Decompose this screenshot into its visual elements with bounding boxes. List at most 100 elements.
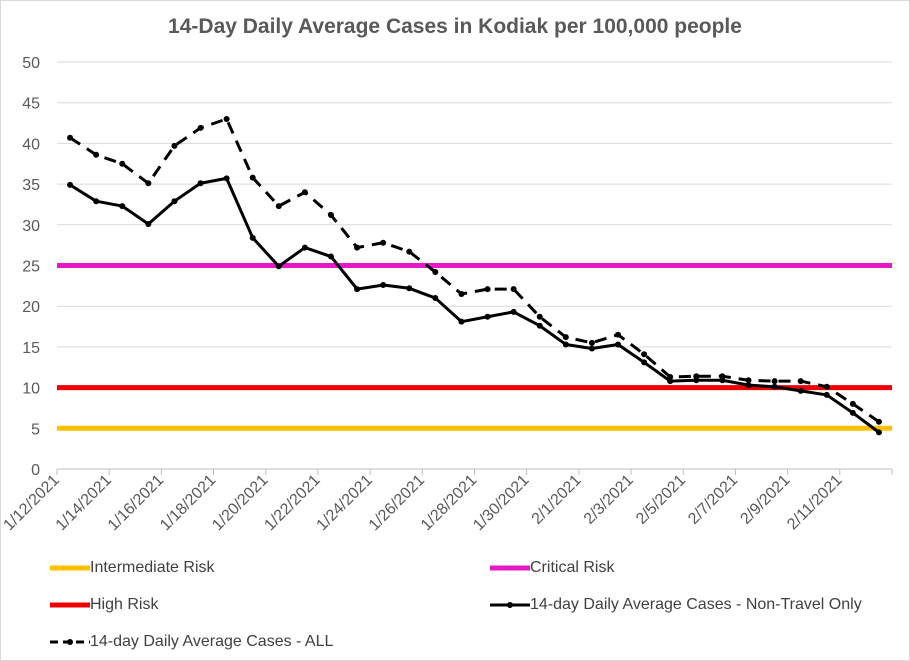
legend-item-all: 14-day Daily Average Cases - ALL [50,630,333,654]
data-point-all [145,180,152,187]
data-point-non-travel [171,198,178,205]
data-point-non-travel [223,175,230,182]
legend-label: Intermediate Risk [90,559,215,576]
data-point-all [406,248,413,255]
data-point-non-travel [849,409,856,416]
data-point-all [301,189,308,196]
x-tick-label: 1/30/2021 [470,472,532,534]
data-point-non-travel [588,345,595,352]
data-point-all [484,286,491,293]
x-tick-label: 1/16/2021 [105,472,167,534]
data-point-all [667,374,674,381]
x-tick-label: 1/24/2021 [314,472,376,534]
data-point-non-travel [432,295,439,302]
data-point-all [93,151,100,158]
x-tick-label: 2/1/2021 [529,472,585,528]
risk-threshold-lines [57,263,892,431]
data-point-all [693,373,700,380]
data-point-all [432,269,439,276]
y-tick-label: 40 [22,136,40,153]
data-point-all [197,124,204,131]
x-tick-label: 2/5/2021 [633,472,689,528]
data-point-all [380,239,387,246]
data-point-non-travel [406,285,413,292]
data-point-all [171,142,178,149]
x-tick-label: 2/7/2021 [685,472,741,528]
data-point-non-travel [823,391,830,398]
x-axis-tick-labels: 1/12/20211/14/20211/16/20211/18/20211/20… [0,472,845,534]
data-point-non-travel [458,318,465,325]
x-tick-label: 1/28/2021 [418,472,480,534]
data-point-non-travel [67,181,74,188]
y-tick-label: 25 [22,259,40,276]
y-tick-label: 50 [22,55,40,72]
y-tick-label: 0 [31,462,40,479]
x-tick-label: 1/14/2021 [53,472,115,534]
data-point-all [249,174,256,181]
data-point-non-travel [380,282,387,289]
legend-label: High Risk [90,596,159,613]
legend-label: 14-day Daily Average Cases - ALL [90,633,334,650]
series-line-all [69,117,880,424]
x-tick-label: 1/18/2021 [157,472,219,534]
data-point-all [641,351,648,358]
data-point-non-travel [93,198,100,205]
data-point-non-travel [354,286,361,293]
data-point-all [875,418,882,425]
data-point-all [615,331,622,338]
data-point-all [823,383,830,390]
y-tick-label: 30 [22,218,40,235]
data-point-all [327,212,334,219]
data-point-non-travel [771,383,778,390]
data-point-non-travel [641,359,648,366]
data-point-all [849,400,856,407]
legend-item-high-risk: High Risk [50,593,158,617]
gridlines [57,61,892,429]
legend-item-non-travel: 14-day Daily Average Cases - Non-Travel … [490,593,862,617]
x-tick-label: 1/12/2021 [0,472,62,534]
chart-title: 14-Day Daily Average Cases in Kodiak per… [168,15,742,38]
legend-swatch-critical-risk [490,561,530,575]
series-lines [67,115,882,436]
y-tick-label: 5 [31,421,40,438]
x-tick-label: 1/20/2021 [209,472,271,534]
axes [56,468,893,475]
data-point-all [354,244,361,251]
data-point-non-travel [484,313,491,320]
data-point-all [771,378,778,385]
data-point-non-travel [327,253,334,260]
series-line-non-travel [69,176,880,434]
data-point-all [719,373,726,380]
x-tick-label: 2/3/2021 [581,472,637,528]
data-point-all [67,134,74,141]
data-point-non-travel [275,263,282,270]
legend-label: 14-day Daily Average Cases - Non-Travel … [530,596,862,613]
y-axis-tick-labels: 0 5 10 15 20 25 30 35 40 45 50 [22,55,40,479]
legend-label: Critical Risk [530,559,615,576]
y-tick-label: 45 [22,96,40,113]
data-point-all [745,377,752,384]
data-point-non-travel [301,244,308,251]
data-point-all [797,378,804,385]
legend-swatch-non-travel [490,598,530,612]
data-point-non-travel [745,382,752,389]
data-point-non-travel [197,180,204,187]
x-tick-label: 2/11/2021 [784,472,846,534]
data-point-non-travel [615,341,622,348]
data-point-all [588,339,595,346]
data-point-non-travel [119,203,126,210]
data-point-all [510,286,517,293]
data-point-non-travel [536,322,543,329]
y-tick-label: 35 [22,177,40,194]
data-point-all [119,160,126,167]
y-tick-label: 10 [22,381,40,398]
y-tick-label: 20 [22,299,40,316]
x-tick-label: 1/26/2021 [366,472,428,534]
data-point-non-travel [249,234,256,241]
data-point-non-travel [510,308,517,315]
legend-swatch-all [50,635,90,649]
data-point-non-travel [145,220,152,227]
data-point-all [458,290,465,297]
legend-item-critical-risk: Critical Risk [490,556,614,580]
